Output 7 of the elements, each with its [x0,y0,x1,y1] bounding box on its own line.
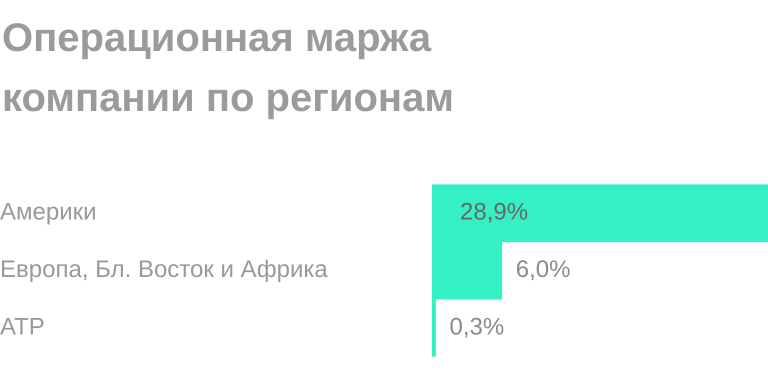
data-label: 0,3% [449,314,504,341]
data-label: 28,9% [460,198,528,226]
y-tick-label: Америки [0,198,97,226]
y-tick-label: АТР [0,314,45,341]
data-label: 6,0% [516,256,570,284]
chart-title: Операционная маржа компании по регионам [1,15,455,122]
y-tick-label: Европа, Бл. Восток и Африка [0,256,328,284]
